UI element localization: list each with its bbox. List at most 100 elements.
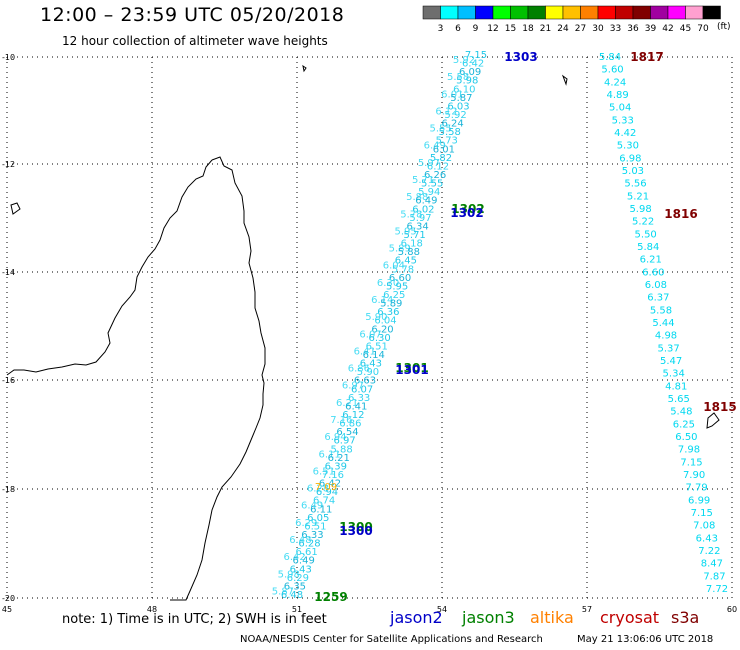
wave-height-value: 5.71 [412, 175, 434, 186]
wave-height-value: 5.98 [456, 76, 478, 87]
wave-height-value: 5.55 [430, 124, 452, 135]
wave-height-value: 6.41 [345, 401, 367, 412]
wave-height-value: 6.01 [433, 144, 455, 155]
wave-height-value: 6.49 [293, 556, 315, 567]
wave-height-value: 7.98 [678, 445, 700, 456]
wave-height-value: 6.42 [462, 59, 484, 70]
wave-height-value: 5.47 [660, 356, 682, 367]
wave-height-value: 6.12 [435, 106, 457, 117]
wave-height-value: 6.35 [284, 581, 306, 592]
wave-height-value: 6.29 [295, 518, 317, 529]
satellite-cryosat: cryosat [600, 608, 660, 627]
color-scale-label: 33 [610, 24, 621, 34]
wave-height-value: 5.92 [444, 110, 466, 121]
wave-height-value: 6.09 [459, 67, 481, 78]
color-scale-label: 21 [540, 24, 551, 34]
wave-height-value: 6.51 [304, 521, 326, 532]
wave-height-value: 6.54 [336, 427, 358, 438]
wave-height-value: 6.10 [453, 84, 475, 95]
wave-height-value: 5.58 [447, 72, 469, 83]
wave-height-value: 6.49 [415, 196, 437, 207]
color-swatch [457, 5, 476, 20]
wave-height-value: 6.08 [645, 280, 667, 291]
wave-height-value: 5.88 [406, 192, 428, 203]
wave-height-value: 5.21 [627, 191, 649, 202]
wave-height-value: 5.58 [439, 127, 461, 138]
wave-height-value: 6.33 [348, 393, 370, 404]
wave-height-value: 6.18 [401, 239, 423, 250]
color-scale-label: 18 [522, 24, 534, 34]
altimeter-swath: 7.155.926.426.095.585.986.106.015.876.03… [272, 50, 487, 601]
madagascar-coastline [6, 156, 266, 601]
wave-height-value: 5.82 [430, 153, 452, 164]
wave-height-value: 4.81 [665, 381, 687, 392]
wave-height-value: 7.72 [706, 584, 728, 595]
wave-height-value: 6.97 [342, 381, 364, 392]
wave-height-value: 7.08 [693, 521, 715, 532]
wave-height-value: 6.34 [406, 221, 428, 232]
color-swatch [440, 5, 459, 20]
wave-height-value: 5.34 [663, 369, 685, 380]
color-scale-label: 27 [575, 24, 586, 34]
time-label: 1816 [664, 207, 697, 221]
wave-height-value: 7.16 [322, 470, 344, 481]
lat-lon-grid: -10 -12 -14 -16 -18 -20 45 48 51 54 57 60 [2, 53, 737, 614]
color-swatch [545, 5, 564, 20]
wave-height-value: 6.41 [354, 346, 376, 357]
time-label: 1302 [451, 202, 484, 216]
color-scale-legend: 3 6 9 12 15 18 21 24 27 30 33 36 39 42 45 70 [422, 5, 721, 34]
color-scale-label: 24 [557, 24, 569, 34]
wave-height-value: 6.25 [383, 290, 405, 301]
wave-height-value: 6.11 [310, 504, 332, 515]
wave-height-value: 6.21 [640, 255, 662, 266]
wave-height-value: 5.33 [612, 115, 634, 126]
islet-north [302, 64, 307, 73]
wave-height-value: 4.24 [604, 77, 626, 88]
wave-height-value: 4.98 [655, 331, 677, 342]
island-reef-west [10, 202, 21, 215]
map-subtitle: 12 hour collection of altimeter wave hei… [62, 34, 328, 48]
wave-height-value: 6.14 [371, 295, 393, 306]
wave-height-value: 5.78 [400, 209, 422, 220]
wave-height-value: 6.21 [328, 453, 350, 464]
wave-height-value: 8.47 [701, 559, 723, 570]
color-scale-units: (ft) [717, 22, 731, 32]
wave-height-value: 6.42 [319, 479, 341, 490]
wave-height-value: 6.14 [363, 350, 385, 361]
color-scale-label: 12 [487, 24, 498, 34]
latitude-label: -18 [2, 485, 15, 494]
satellite-altika: altika [530, 608, 574, 627]
wave-height-value: 6.07 [359, 329, 381, 340]
time-label: 1303 [504, 50, 537, 64]
wave-height-value: 5.92 [453, 55, 475, 66]
wave-height-value: 5.98 [629, 204, 651, 215]
color-swatch [422, 5, 441, 20]
time-label: 1815 [703, 400, 736, 414]
wave-height-value: 7.15 [680, 457, 702, 468]
wave-height-value: 6.48 [281, 590, 303, 601]
wave-height-value: 6.36 [377, 307, 399, 318]
color-scale-label: 36 [627, 24, 639, 34]
footer-credit: NOAA/NESDIS Center for Satellite Applica… [240, 634, 543, 645]
wave-height-value: 6.37 [647, 293, 669, 304]
color-swatch [562, 5, 581, 20]
color-swatch [650, 5, 669, 20]
wave-height-value: 6.86 [348, 364, 370, 375]
wave-height-value: 5.88 [331, 444, 353, 455]
wave-height-value: 6.07 [351, 384, 373, 395]
wave-height-value: 6.24 [442, 119, 464, 130]
wave-height-value: 5.94 [418, 187, 440, 198]
time-label: 1301 [395, 361, 428, 375]
longitude-label: 48 [147, 605, 157, 614]
longitude-label: 51 [292, 605, 302, 614]
wave-height-value: 5.30 [617, 141, 639, 152]
wave-height-value: 5.87 [272, 586, 294, 597]
wave-height-value: 6.12 [427, 161, 449, 172]
color-swatch [615, 5, 634, 20]
color-scale-label: 45 [680, 24, 691, 34]
wave-height-value: 5.84 [599, 52, 621, 63]
wave-height-value: 5.48 [670, 407, 692, 418]
wave-height-value: 7.15 [465, 50, 487, 61]
wave-height-value: 6.63 [354, 376, 376, 387]
